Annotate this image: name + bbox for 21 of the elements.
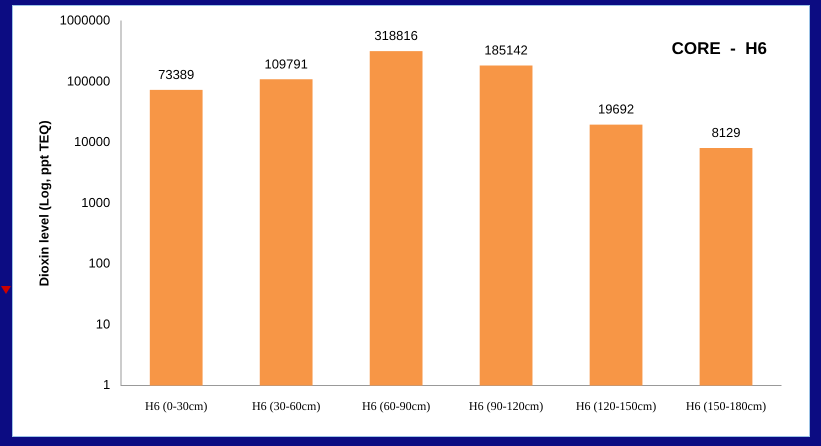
- x-tick-label: H6 (0-30cm): [145, 398, 208, 413]
- y-tick-label: 10000: [74, 134, 110, 150]
- data-label: 318816: [374, 28, 418, 44]
- y-tick-label: 10: [96, 316, 110, 332]
- y-tick-label: 1: [102, 377, 110, 392]
- x-tick-label: H6 (60-90cm): [362, 398, 430, 413]
- y-tick-label: 1000000: [60, 12, 110, 28]
- data-label: 185142: [484, 42, 528, 58]
- text: CORE - H6: [672, 39, 767, 58]
- data-label: 109791: [264, 56, 308, 72]
- y-tick-label: 1000: [81, 194, 110, 210]
- x-tick-label: H6 (90-120cm): [468, 398, 544, 413]
- x-tick-label: H6 (120-150cm): [576, 398, 656, 413]
- y-tick-label: 100000: [66, 73, 110, 88]
- x-tick-label: H6 (30-60cm): [252, 398, 320, 413]
- x-tick-label: H6 (150-180cm): [686, 398, 766, 413]
- data-label: 8129: [712, 125, 740, 140]
- data-label: 73389: [158, 67, 194, 82]
- data-label: 19692: [598, 102, 634, 117]
- y-axis-title: Dioxin level (Log, ppt TEQ): [36, 120, 52, 286]
- y-tick-label: 100: [88, 256, 110, 271]
